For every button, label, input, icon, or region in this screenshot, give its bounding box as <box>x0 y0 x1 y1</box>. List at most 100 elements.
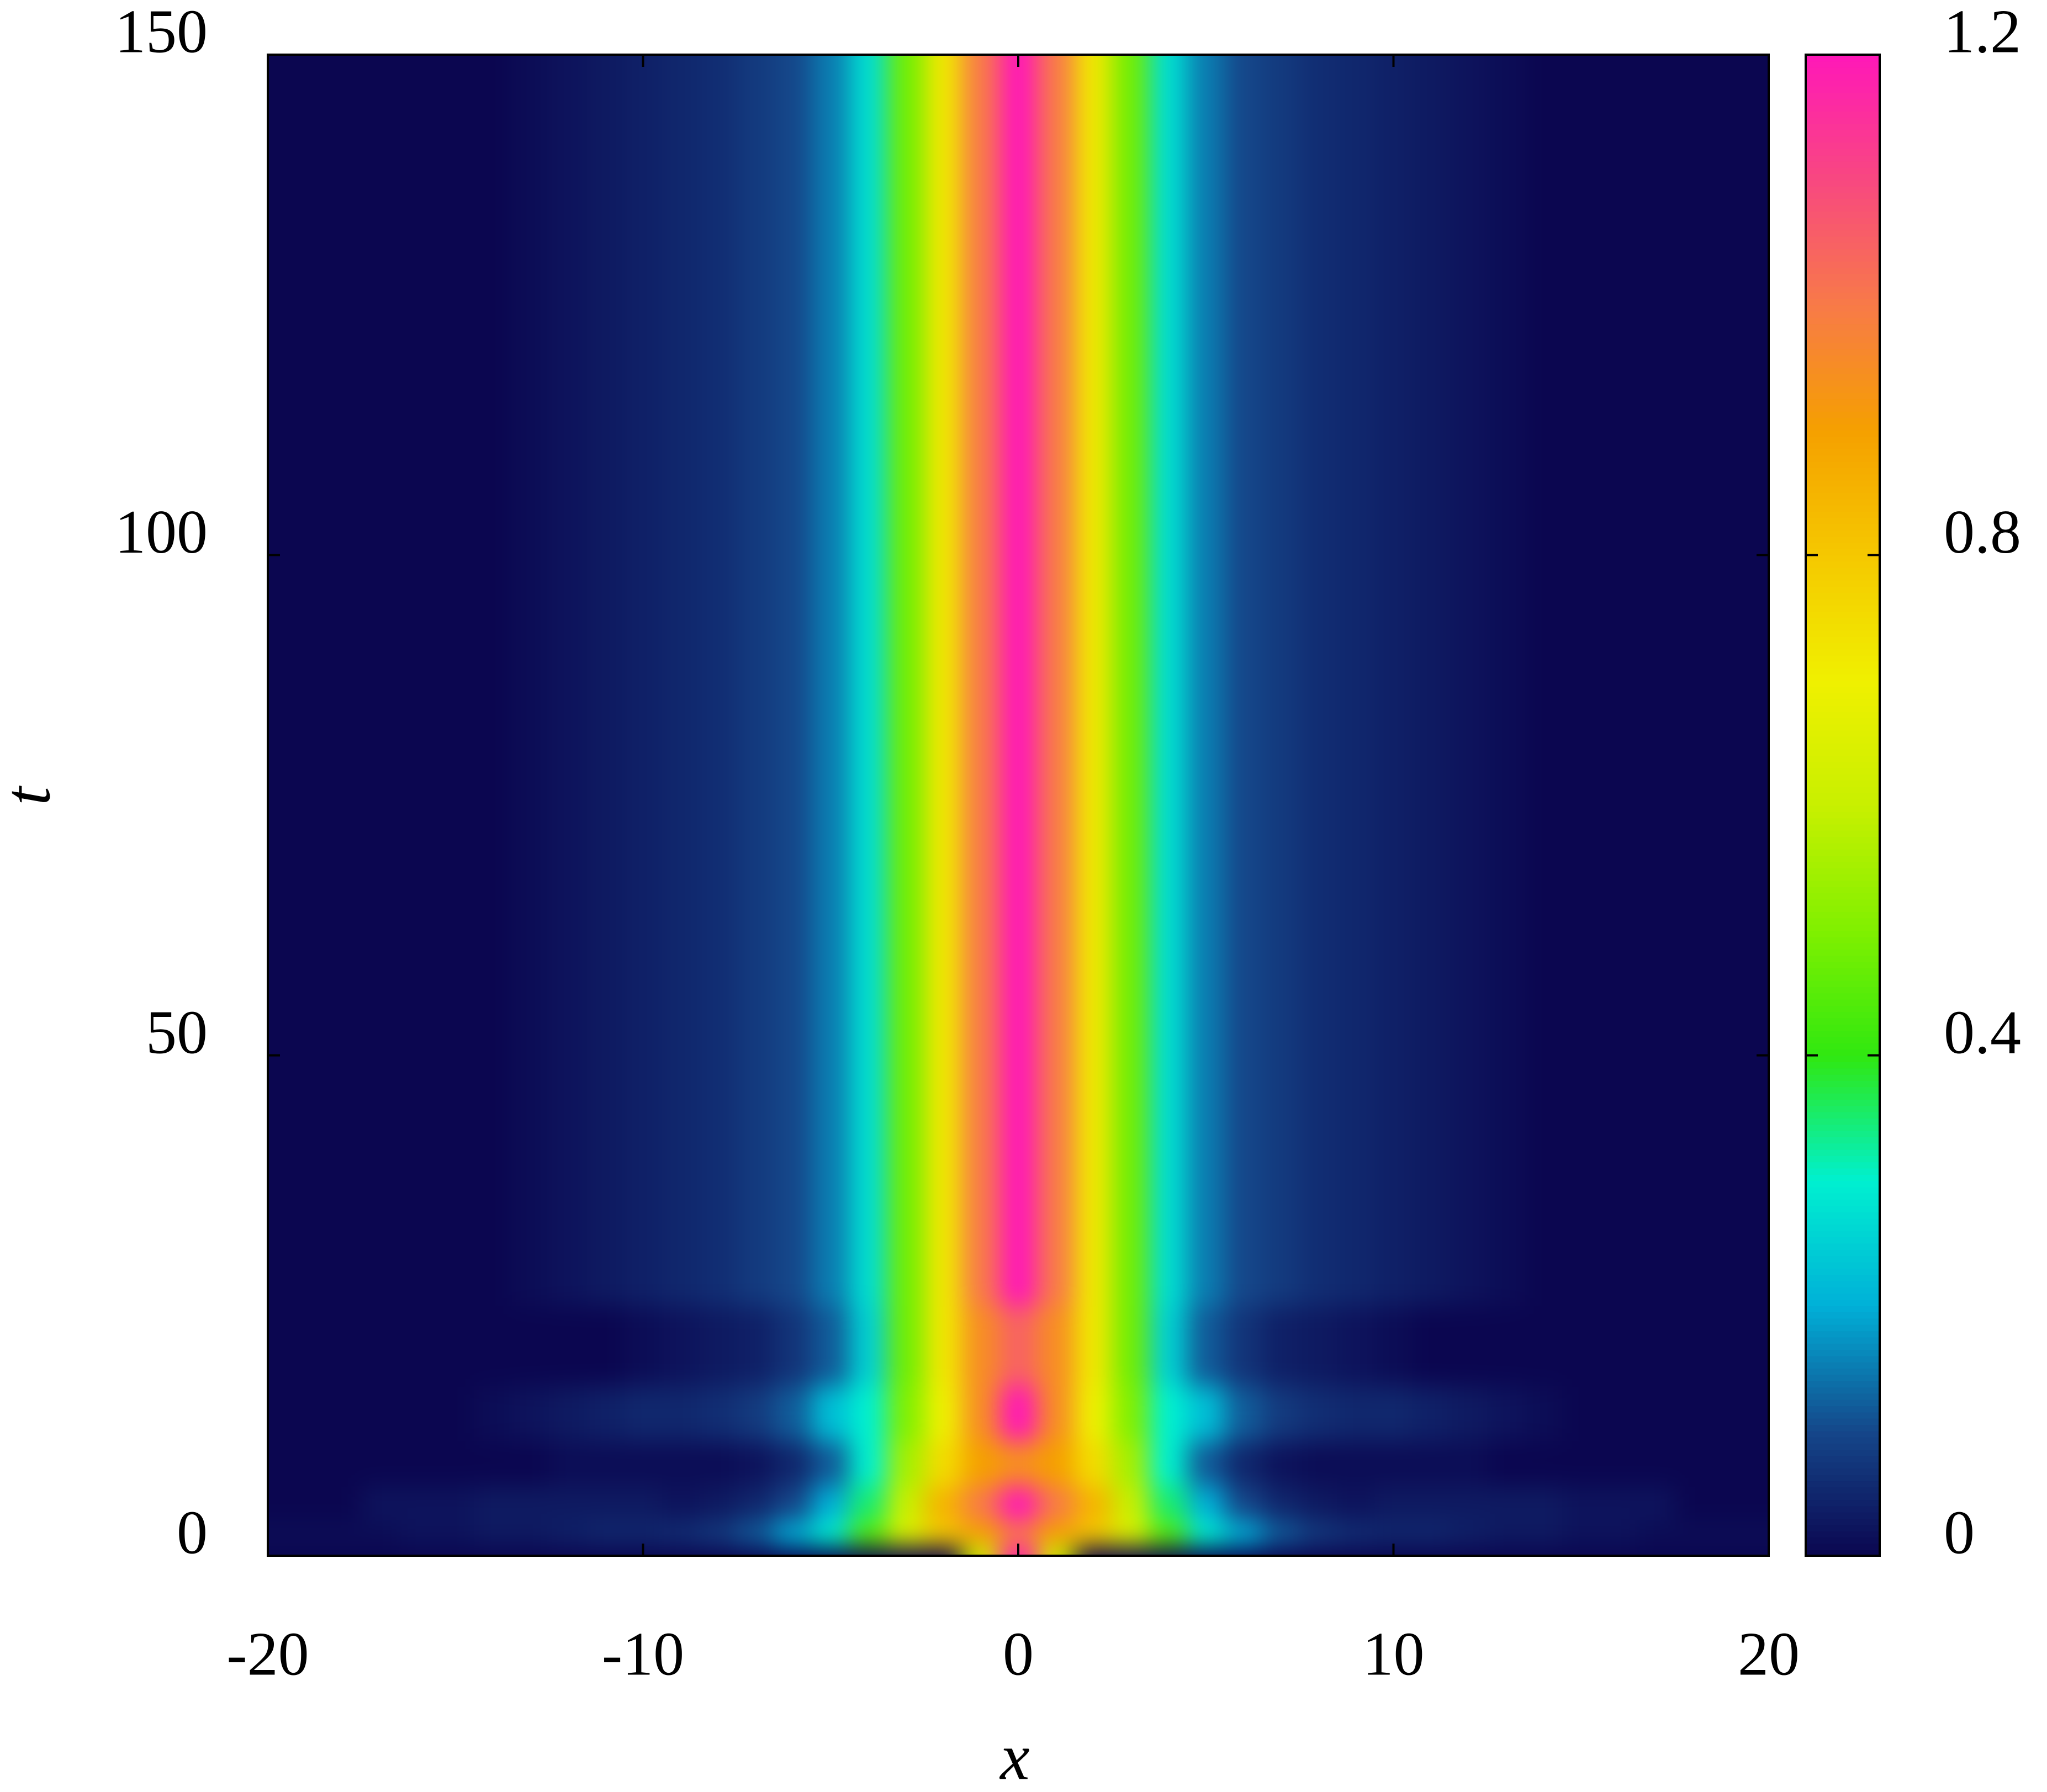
heat-cell <box>286 1520 325 1546</box>
colorbar-step <box>1806 511 1880 518</box>
colorbar-step <box>1806 830 1880 837</box>
colorbar-step <box>1806 305 1880 312</box>
heat-cell <box>924 1545 963 1556</box>
heat-cell <box>1299 1545 1338 1556</box>
heat-cell <box>812 1486 850 1521</box>
colorbar-step <box>1806 273 1880 280</box>
heat-cell <box>1712 1385 1751 1441</box>
colorbar-step <box>1806 974 1880 981</box>
heat-cell <box>1562 1440 1601 1487</box>
heat-cell <box>1487 1520 1526 1546</box>
y-tick-label: 0 <box>177 1499 208 1567</box>
y-axis-title: t <box>0 786 64 805</box>
colorbar-step <box>1806 386 1880 393</box>
heat-cell <box>1149 1486 1188 1521</box>
colorbar-step <box>1806 455 1880 462</box>
colorbar-step <box>1806 1493 1880 1501</box>
colorbar-step <box>1806 1481 1880 1488</box>
heat-cell <box>1299 1385 1338 1441</box>
colorbar-step <box>1806 780 1880 787</box>
colorbar-step <box>1806 623 1880 631</box>
heat-cell <box>1262 1520 1300 1546</box>
colorbar-step <box>1806 55 1880 62</box>
colorbar-step <box>1806 117 1880 124</box>
heat-cell <box>1262 1486 1300 1521</box>
colorbar-step <box>1806 792 1880 800</box>
heat-cell <box>1525 1305 1563 1386</box>
heat-cell <box>1525 1440 1563 1487</box>
colorbar-step <box>1806 79 1880 87</box>
heat-cell <box>436 1440 475 1487</box>
colorbar-step <box>1806 1343 1880 1350</box>
heat-cell <box>849 1385 888 1441</box>
axes: -20 -10 0 10 20 0 50 100 150 <box>115 0 1800 1689</box>
heat-cell <box>774 1520 813 1546</box>
colorbar-step <box>1806 1074 1880 1081</box>
heat-cell <box>774 1305 813 1386</box>
colorbar-step <box>1806 1512 1880 1519</box>
x-tick-label: 10 <box>1363 1620 1425 1689</box>
colorbar-step <box>1806 886 1880 894</box>
colorbar-step <box>1806 1030 1880 1037</box>
heat-cell <box>1374 655 1413 1306</box>
colorbar-step <box>1806 1524 1880 1531</box>
heat-cell <box>268 55 287 656</box>
heat-cell <box>812 655 850 1306</box>
colorbar-step <box>1806 1024 1880 1031</box>
heat-cell <box>1525 55 1563 656</box>
colorbar-step <box>1806 430 1880 437</box>
heat-cell <box>1412 1486 1451 1521</box>
heat-cell <box>1112 1486 1150 1521</box>
colorbar-step <box>1806 173 1880 181</box>
colorbar-tick-label: 0.4 <box>1944 998 2021 1067</box>
colorbar-step <box>1806 949 1880 956</box>
heat-cell <box>1562 1305 1601 1386</box>
heat-cell <box>361 1440 400 1487</box>
colorbar-step <box>1806 592 1880 600</box>
heat-cell <box>699 1486 738 1521</box>
heat-cell <box>1675 1440 1713 1487</box>
heat-cell <box>1374 1385 1413 1441</box>
heat-cell <box>1525 1520 1563 1546</box>
x-tick-label: 0 <box>1003 1620 1034 1689</box>
heat-cell <box>624 1520 663 1546</box>
heat-cell <box>737 1305 775 1386</box>
heat-cell <box>1036 1440 1075 1487</box>
heat-cell <box>1337 1545 1376 1556</box>
colorbar-step <box>1806 1049 1880 1056</box>
colorbar-step <box>1806 1249 1880 1256</box>
colorbar-step <box>1806 1055 1880 1062</box>
heat-cell <box>1074 1440 1113 1487</box>
heat-cell <box>999 655 1038 1306</box>
heat-cell <box>286 55 325 656</box>
colorbar-step <box>1806 1105 1880 1112</box>
heat-cell <box>1675 1520 1713 1546</box>
heat-cell <box>999 55 1038 656</box>
heat-cell <box>1750 1385 1769 1441</box>
heat-cell <box>849 55 888 656</box>
heat-cell <box>268 1385 287 1441</box>
heat-cell <box>1299 55 1338 656</box>
heat-cell <box>1337 1305 1376 1386</box>
colorbar-step <box>1806 617 1880 624</box>
heat-cell <box>849 655 888 1306</box>
heat-cell <box>586 1545 625 1556</box>
heat-cell <box>1374 1520 1413 1546</box>
heat-cell <box>1750 55 1769 656</box>
heat-cell <box>1374 55 1413 656</box>
heat-cell <box>361 1545 400 1556</box>
colorbar-step <box>1806 436 1880 443</box>
colorbar-step <box>1806 1436 1880 1444</box>
heat-cell <box>1149 1440 1188 1487</box>
heat-cell <box>1187 1545 1225 1556</box>
heat-cell <box>962 1305 1001 1386</box>
heat-cell <box>662 1520 700 1546</box>
heat-cell <box>1299 1440 1338 1487</box>
colorbar-step <box>1806 842 1880 850</box>
colorbar-step <box>1806 448 1880 456</box>
heat-cell <box>1187 655 1225 1306</box>
heat-cell <box>1600 1440 1638 1487</box>
heat-cell <box>1712 1545 1751 1556</box>
heat-cell <box>1600 1486 1638 1521</box>
heat-cell <box>774 1440 813 1487</box>
